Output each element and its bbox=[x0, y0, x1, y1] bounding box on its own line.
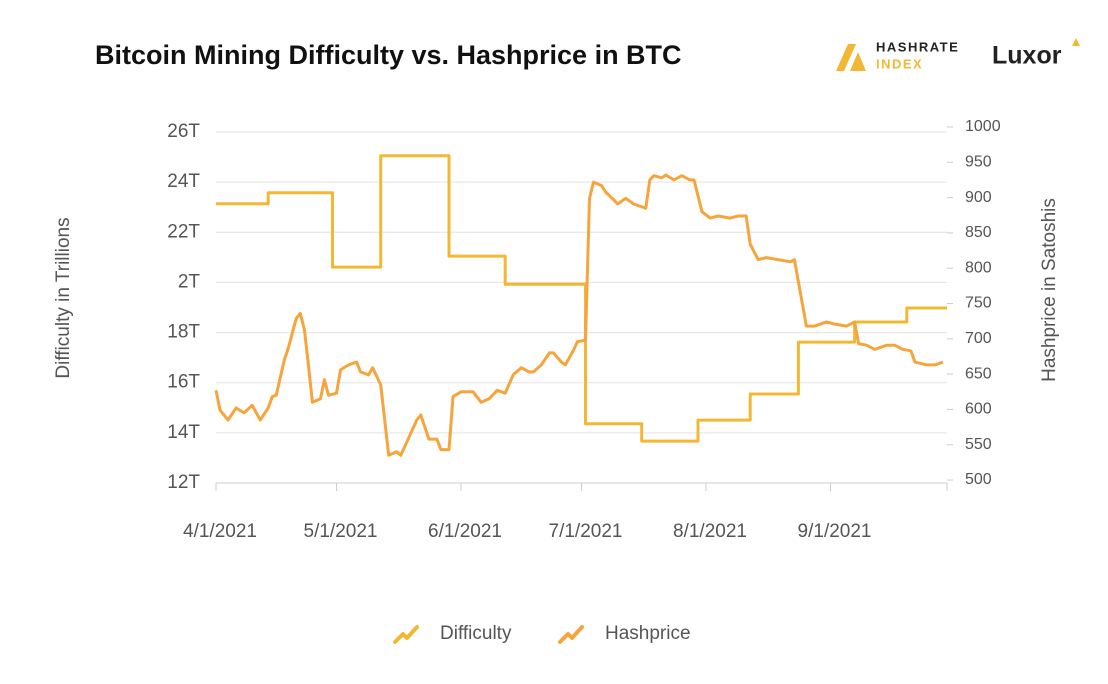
y2-tick-label: 500 bbox=[965, 471, 992, 488]
y2-tick-label: 550 bbox=[965, 436, 992, 453]
y2-tick-label: 700 bbox=[965, 330, 992, 347]
luxor-logo: Luxor bbox=[992, 38, 1080, 70]
y-tick-label: 22T bbox=[167, 221, 200, 242]
y2-axis-title: Hashprice in Satoshis bbox=[1039, 198, 1060, 382]
y-tick-label: 16T bbox=[167, 372, 200, 393]
y2-tick-label: 1000 bbox=[965, 118, 1001, 135]
y-axis-title: Difficulty in Trillions bbox=[53, 217, 74, 378]
legend-icon bbox=[558, 625, 584, 644]
logo-icon bbox=[836, 44, 866, 71]
legend-item: Hashprice bbox=[558, 623, 691, 644]
x-tick-label: 9/1/2021 bbox=[798, 521, 872, 542]
legend-icon bbox=[393, 625, 419, 644]
logo-text: HASHRATE bbox=[876, 39, 959, 54]
x-tick-label: 5/1/2021 bbox=[304, 521, 378, 542]
y2-tick-label: 850 bbox=[965, 224, 992, 241]
y2-tick-label: 650 bbox=[965, 365, 992, 382]
y-tick-label: 12T bbox=[167, 472, 200, 493]
y-tick-label: 26T bbox=[167, 121, 200, 142]
y-tick-label: 18T bbox=[167, 322, 200, 343]
y-tick-label: 2T bbox=[178, 271, 201, 292]
legend-label: Hashprice bbox=[605, 623, 691, 644]
series-line bbox=[214, 173, 944, 457]
y2-tick-label: 950 bbox=[965, 154, 992, 171]
legend-item: Difficulty bbox=[393, 623, 512, 644]
y-tick-label: 24T bbox=[167, 171, 200, 192]
logo-text: INDEX bbox=[876, 56, 923, 71]
y2-tick-label: 750 bbox=[965, 295, 992, 312]
y2-tick-label: 600 bbox=[965, 401, 992, 418]
series-line bbox=[216, 154, 947, 443]
logo-icon bbox=[1072, 38, 1080, 46]
x-tick-label: 7/1/2021 bbox=[549, 521, 623, 542]
legend-label: Difficulty bbox=[440, 623, 512, 644]
x-tick-label: 8/1/2021 bbox=[673, 521, 747, 542]
x-tick-label: 4/1/2021 bbox=[183, 521, 257, 542]
x-tick-label: 6/1/2021 bbox=[428, 521, 502, 542]
chart-title: Bitcoin Mining Difficulty vs. Hashprice … bbox=[95, 40, 682, 70]
y-tick-label: 14T bbox=[167, 422, 200, 443]
y2-tick-label: 900 bbox=[965, 189, 992, 206]
y2-tick-label: 800 bbox=[965, 259, 992, 276]
hashrate-logo: HASHRATE INDEX bbox=[836, 39, 959, 71]
logo-text: Luxor bbox=[992, 42, 1062, 70]
